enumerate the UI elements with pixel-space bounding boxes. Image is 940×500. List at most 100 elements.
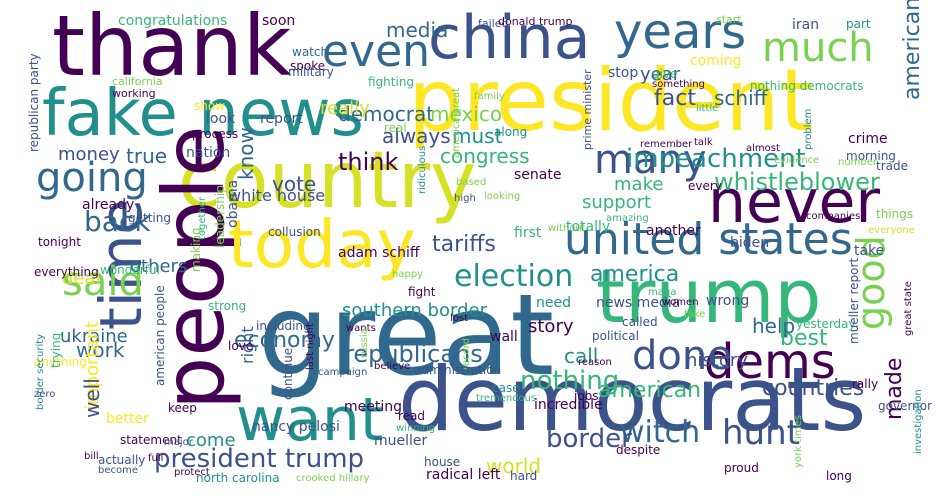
word-nancy-pelosi: nancy pelosi (252, 419, 340, 435)
word-investigation: investigation (913, 389, 924, 454)
word-every: every (688, 179, 722, 193)
word-hunt: hunt (722, 413, 800, 453)
word-major: major (164, 437, 193, 448)
word-without: without (548, 223, 586, 234)
word-believe: believe (374, 361, 411, 372)
word-california: california (112, 75, 163, 88)
word-maga: maga (648, 287, 677, 298)
word-economy: economy (234, 328, 335, 353)
word-start: start (716, 13, 742, 26)
word-report: report (260, 111, 303, 127)
word-full: full (148, 453, 164, 464)
word-said: said (62, 259, 144, 305)
word-last-night: last night (305, 323, 316, 370)
word-fake: fake (684, 309, 706, 320)
word-high: high (454, 193, 476, 204)
word-happy: happy (392, 269, 424, 280)
word-already: already (82, 197, 135, 213)
word-family: family (474, 91, 505, 102)
word-election: election (454, 259, 574, 294)
word-better: better (106, 411, 149, 427)
word-rally: rally (852, 377, 879, 391)
word-best: best (780, 326, 828, 351)
word-including: including (256, 319, 311, 333)
word-proud: proud (724, 461, 759, 475)
word-lost: lost (450, 313, 469, 324)
word-donald-trump: donald trump (498, 15, 573, 28)
word-political: political (592, 329, 639, 343)
word-american: american (598, 378, 702, 403)
word-amazing: amazing (606, 213, 649, 224)
word-countries: countries (762, 376, 865, 401)
word-country: country (178, 136, 477, 226)
word-north-carolina: north carolina (196, 471, 280, 485)
word-based: based (456, 177, 487, 188)
word-working: working (112, 87, 156, 100)
word-campaign: campaign (318, 367, 368, 378)
word-governor: governor (878, 399, 933, 413)
word-tonight: tonight (38, 235, 81, 249)
word-give: give (652, 67, 678, 81)
word-leadership: leadership (213, 185, 227, 248)
word-part: part (846, 17, 871, 31)
word-republicans: republicans (344, 340, 483, 368)
word-wall: wall (490, 329, 518, 345)
word-everyone: everyone (868, 225, 915, 236)
word-prime-minister: prime minister (581, 69, 594, 150)
word-almost: almost (746, 143, 780, 154)
word-read: read (398, 409, 426, 423)
word-russia: russia (359, 328, 370, 358)
word-republican-party: republican party (27, 53, 41, 152)
word-iran: iran (792, 17, 820, 33)
word-china: china (428, 3, 591, 73)
word-fighting: fighting (368, 75, 415, 89)
word-schiff: schiff (714, 86, 768, 110)
word-long: long (826, 469, 852, 483)
word-coming: coming (690, 53, 742, 69)
word-fact: fact (654, 86, 696, 111)
word-talk: talk (694, 137, 713, 148)
word-administration: administration (414, 363, 502, 377)
word-really: really (320, 98, 370, 119)
word-york-times: york times (793, 415, 804, 468)
word-making: making (189, 227, 203, 272)
word-crime: crime (848, 131, 888, 147)
word-united-states: united states (564, 214, 853, 265)
word-ukraine: ukraine (60, 326, 128, 347)
word-done: done (632, 333, 732, 379)
word-wonderful: wonderful (100, 263, 160, 277)
word-dems: dems (704, 334, 836, 390)
word-world: world (486, 454, 542, 478)
word-trade: trade (876, 159, 908, 173)
word-trying: trying (49, 332, 63, 368)
word-show: show (194, 99, 226, 113)
word-media: media (386, 18, 449, 42)
word-soon: soon (262, 13, 296, 29)
word-watch: watch (292, 45, 329, 59)
word-democrats: democrats (398, 348, 867, 451)
word-statement: statement (120, 433, 182, 447)
word-yesterday: yesterday (796, 317, 856, 331)
word-come: come (186, 430, 236, 451)
word-must: must (452, 124, 503, 148)
word-jobs: jobs (574, 389, 599, 403)
word-today: today (228, 206, 416, 283)
word-impeachment: impeachment (626, 144, 806, 174)
word-radical-left: radical left (426, 467, 501, 483)
word-evidence: evidence (774, 155, 820, 166)
word-think: think (338, 148, 399, 176)
word-fake-news: fake news (42, 77, 364, 151)
word-never: never (708, 167, 881, 237)
word-back: back (84, 205, 151, 238)
word-everything: everything (34, 265, 99, 279)
word-number: number (838, 157, 878, 168)
word-even: even (322, 26, 431, 77)
word-actually: actually (98, 453, 146, 467)
word-despite: despite (616, 443, 661, 457)
word-whistleblower: whistleblower (714, 168, 880, 196)
word-wants: wants (346, 323, 376, 334)
word-little: little (696, 103, 719, 114)
word-know: know (234, 127, 258, 180)
word-year: year (640, 64, 681, 85)
